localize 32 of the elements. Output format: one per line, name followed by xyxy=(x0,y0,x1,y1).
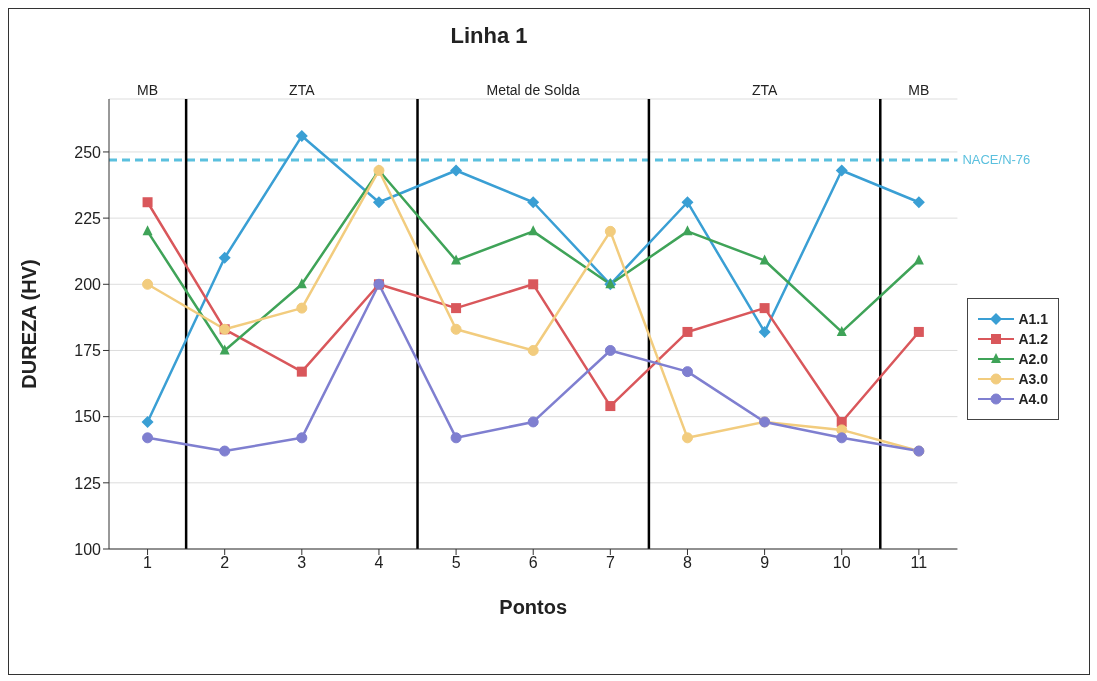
legend-label: A1.2 xyxy=(1018,331,1048,347)
legend-label: A1.1 xyxy=(1018,311,1048,327)
text: ZTA xyxy=(751,82,778,98)
x-tick-label: 10 xyxy=(832,554,851,572)
y-axis-title: DUREZA (HV) xyxy=(18,259,41,389)
x-tick-label: 9 xyxy=(760,554,770,572)
text: Metal de Solda xyxy=(486,82,581,98)
y-tick-label: 250 xyxy=(74,143,102,161)
y-tick-label: 100 xyxy=(74,540,102,558)
x-tick-label: 7 xyxy=(605,554,615,572)
x-tick-label: 1 xyxy=(143,554,153,572)
x-tick-label: 4 xyxy=(374,554,384,572)
y-tick-label: 200 xyxy=(74,275,102,293)
x-tick-label: 8 xyxy=(683,554,693,572)
text: MB xyxy=(137,82,159,98)
x-tick-label: 5 xyxy=(451,554,461,572)
legend-label: A2.0 xyxy=(1018,351,1048,367)
ref-line-label: NACE/N-76 xyxy=(962,152,1031,168)
legend-label: A4.0 xyxy=(1018,391,1048,407)
legend-label: A3.0 xyxy=(1018,371,1048,387)
x-tick-label: 2 xyxy=(220,554,230,572)
x-tick-label: 6 xyxy=(528,554,538,572)
chart-title: Linha 1 xyxy=(449,23,529,49)
text: ZTA xyxy=(289,82,316,98)
x-tick-label: 11 xyxy=(910,554,928,572)
y-tick-label: 150 xyxy=(74,408,102,426)
y-tick-label: 175 xyxy=(74,342,102,360)
text: MB xyxy=(908,82,930,98)
x-tick-label: 3 xyxy=(297,554,307,572)
y-tick-label: 225 xyxy=(74,209,102,227)
x-axis-title: Pontos xyxy=(499,596,568,618)
y-tick-label: 125 xyxy=(74,474,102,492)
